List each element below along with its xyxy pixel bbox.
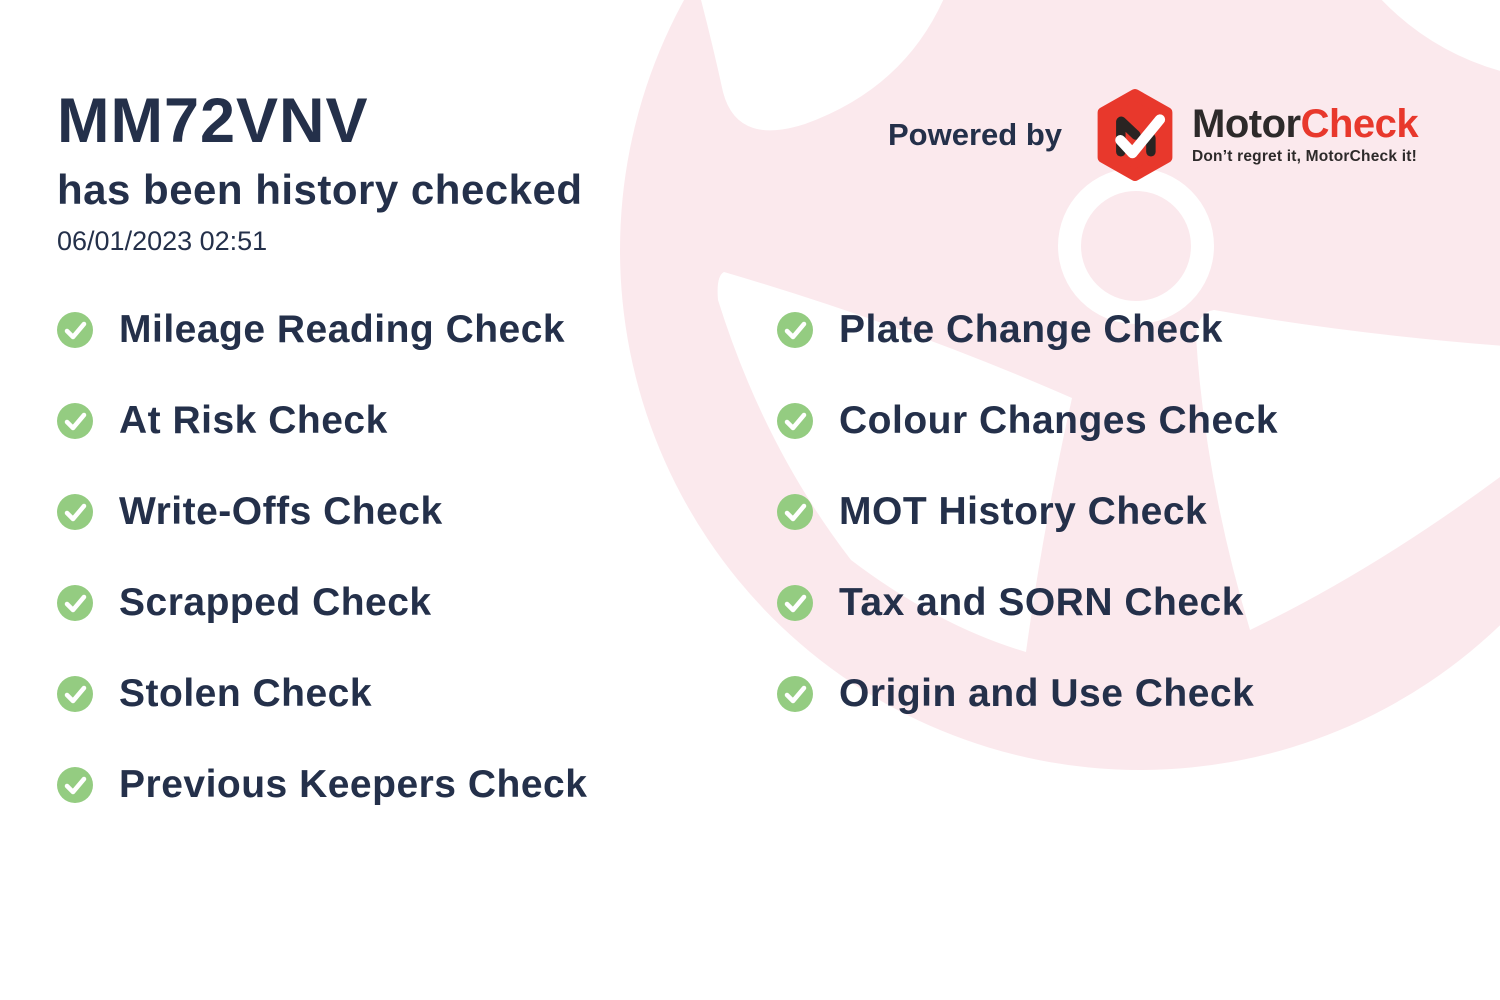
check-label: Previous Keepers Check [119, 763, 588, 806]
check-circle-icon [57, 767, 93, 803]
check-item: Write-Offs Check [57, 490, 587, 533]
check-label: Plate Change Check [839, 308, 1223, 351]
check-item: At Risk Check [57, 399, 587, 442]
check-label: Tax and SORN Check [839, 581, 1244, 624]
check-label: Stolen Check [119, 672, 373, 715]
check-circle-icon [777, 312, 813, 348]
check-circle-icon [777, 403, 813, 439]
vehicle-registration: MM72VNV [57, 86, 369, 156]
check-label: MOT History Check [839, 490, 1208, 533]
title-block: MM72VNV has been history checked 06/01/2… [57, 90, 583, 257]
check-item: Tax and SORN Check [777, 581, 1278, 624]
check-circle-icon [57, 585, 93, 621]
motorcheck-logo-icon [1092, 86, 1178, 184]
check-circle-icon [777, 676, 813, 712]
report-subtitle: has been history checked [57, 166, 583, 213]
check-item: Scrapped Check [57, 581, 587, 624]
checks-column-left: Mileage Reading Check At Risk Check Writ… [57, 308, 588, 858]
check-circle-icon [57, 312, 93, 348]
check-label: At Risk Check [119, 399, 388, 442]
check-label: Colour Changes Check [839, 399, 1279, 442]
check-circle-icon [777, 494, 813, 530]
brand-text: MotorCheck Don’t regret it, MotorCheck i… [1192, 102, 1419, 166]
check-label: Origin and Use Check [839, 672, 1255, 715]
check-item: Colour Changes Check [777, 399, 1279, 442]
brand-tagline: Don’t regret it, MotorCheck it! [1192, 148, 1417, 165]
branding-lockup: Powered by MotorCheck Don’t regret it, M… [888, 86, 1419, 184]
brand-name-motor: Motor [1192, 102, 1301, 146]
check-timestamp: 06/01/2023 02:51 [57, 226, 268, 256]
check-item: Mileage Reading Check [57, 308, 587, 351]
check-item: MOT History Check [777, 490, 1278, 533]
brand-name: MotorCheck [1192, 102, 1419, 146]
check-circle-icon [57, 494, 93, 530]
check-item: Stolen Check [57, 672, 587, 715]
check-label: Write-Offs Check [119, 490, 443, 533]
check-item: Previous Keepers Check [57, 763, 588, 806]
check-label: Mileage Reading Check [119, 308, 566, 351]
check-circle-icon [57, 403, 93, 439]
check-item: Plate Change Check [777, 308, 1278, 351]
checks-column-right: Plate Change Check Colour Changes Check … [777, 308, 1279, 767]
check-label: Scrapped Check [119, 581, 432, 624]
check-item: Origin and Use Check [777, 672, 1278, 715]
brand-name-check: Check [1300, 102, 1419, 146]
check-circle-icon [777, 585, 813, 621]
powered-by-label: Powered by [888, 117, 1062, 152]
check-circle-icon [57, 676, 93, 712]
